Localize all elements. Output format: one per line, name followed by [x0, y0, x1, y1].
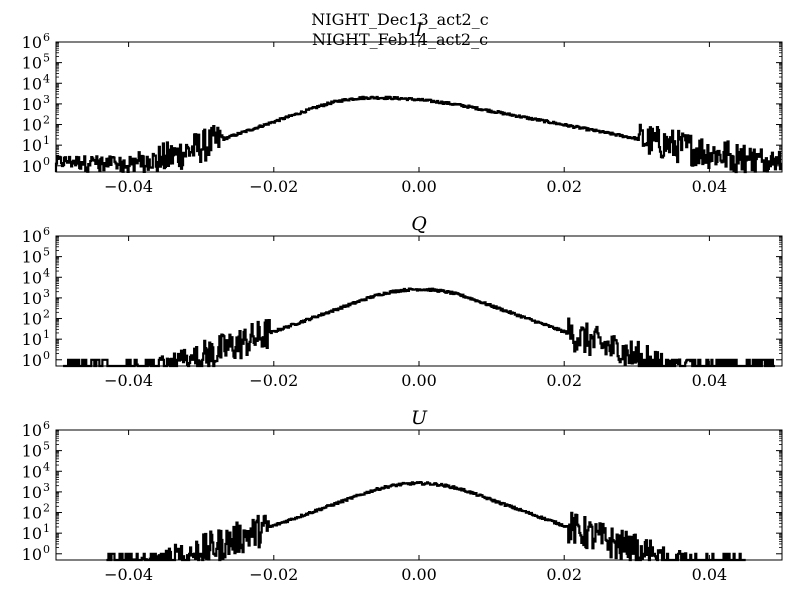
y-tick-exponent: 6	[43, 225, 50, 238]
y-tick-exponent: 2	[43, 502, 50, 515]
y-tick-exponent: 3	[43, 287, 50, 300]
y-tick-exponent: 5	[43, 440, 50, 453]
y-tick-exponent: 0	[43, 349, 50, 362]
x-tick-label: 0.04	[692, 177, 728, 196]
x-tick-label: −0.02	[249, 177, 298, 196]
y-tick-label: 10	[22, 95, 42, 114]
y-tick-exponent: 2	[43, 114, 50, 127]
y-tick-label: 10	[22, 524, 42, 543]
x-tick-label: −0.02	[249, 371, 298, 390]
y-tick-label: 10	[22, 33, 42, 52]
y-tick-label: 10	[22, 136, 42, 155]
y-tick-label: 10	[22, 310, 42, 329]
y-tick-exponent: 6	[43, 419, 50, 432]
x-tick-label: 0.02	[546, 371, 582, 390]
panel-title: I	[414, 19, 423, 41]
panel-title: U	[411, 407, 428, 429]
x-tick-label: 0.00	[401, 371, 437, 390]
y-tick-label: 10	[22, 442, 42, 461]
x-tick-label: 0.02	[546, 565, 582, 584]
x-tick-label: −0.04	[104, 565, 153, 584]
x-tick-label: 0.00	[401, 177, 437, 196]
y-tick-label: 10	[22, 248, 42, 267]
histogram-series-0	[63, 287, 775, 368]
y-tick-label: 10	[22, 116, 42, 135]
x-tick-label: −0.02	[249, 565, 298, 584]
y-tick-label: 10	[22, 504, 42, 523]
x-tick-label: −0.04	[104, 177, 153, 196]
y-tick-exponent: 4	[43, 72, 50, 85]
x-tick-label: 0.04	[692, 565, 728, 584]
y-tick-exponent: 6	[43, 31, 50, 44]
figure-title-1: NIGHT_Dec13_act2_c	[311, 10, 489, 29]
y-tick-exponent: 2	[43, 308, 50, 321]
y-tick-exponent: 1	[43, 522, 50, 535]
y-tick-exponent: 3	[43, 93, 50, 106]
y-tick-exponent: 1	[43, 134, 50, 147]
y-tick-exponent: 4	[43, 460, 50, 473]
y-tick-exponent: 0	[43, 155, 50, 168]
histogram-series-0	[54, 95, 783, 174]
y-tick-label: 10	[22, 462, 42, 481]
y-tick-exponent: 1	[43, 328, 50, 341]
y-tick-label: 10	[22, 483, 42, 502]
x-tick-label: 0.04	[692, 371, 728, 390]
y-tick-label: 10	[22, 289, 42, 308]
y-tick-exponent: 3	[43, 481, 50, 494]
figure-title-2: NIGHT_Feb14_act2_c	[311, 30, 489, 49]
x-tick-label: 0.02	[546, 177, 582, 196]
x-tick-label: −0.04	[104, 371, 153, 390]
y-tick-label: 10	[22, 157, 42, 176]
y-tick-exponent: 5	[43, 52, 50, 65]
y-tick-label: 10	[22, 268, 42, 287]
panel-title: Q	[411, 213, 427, 235]
axes-frame	[55, 235, 783, 367]
x-tick-label: 0.00	[401, 565, 437, 584]
histogram-series-0	[106, 481, 746, 562]
y-tick-label: 10	[22, 421, 42, 440]
y-tick-label: 10	[22, 74, 42, 93]
y-tick-exponent: 4	[43, 266, 50, 279]
y-tick-exponent: 5	[43, 246, 50, 259]
y-tick-label: 10	[22, 545, 42, 564]
axes-frame	[55, 429, 783, 561]
y-tick-label: 10	[22, 351, 42, 370]
y-tick-label: 10	[22, 54, 42, 73]
y-tick-label: 10	[22, 330, 42, 349]
y-tick-label: 10	[22, 227, 42, 246]
y-tick-exponent: 0	[43, 543, 50, 556]
